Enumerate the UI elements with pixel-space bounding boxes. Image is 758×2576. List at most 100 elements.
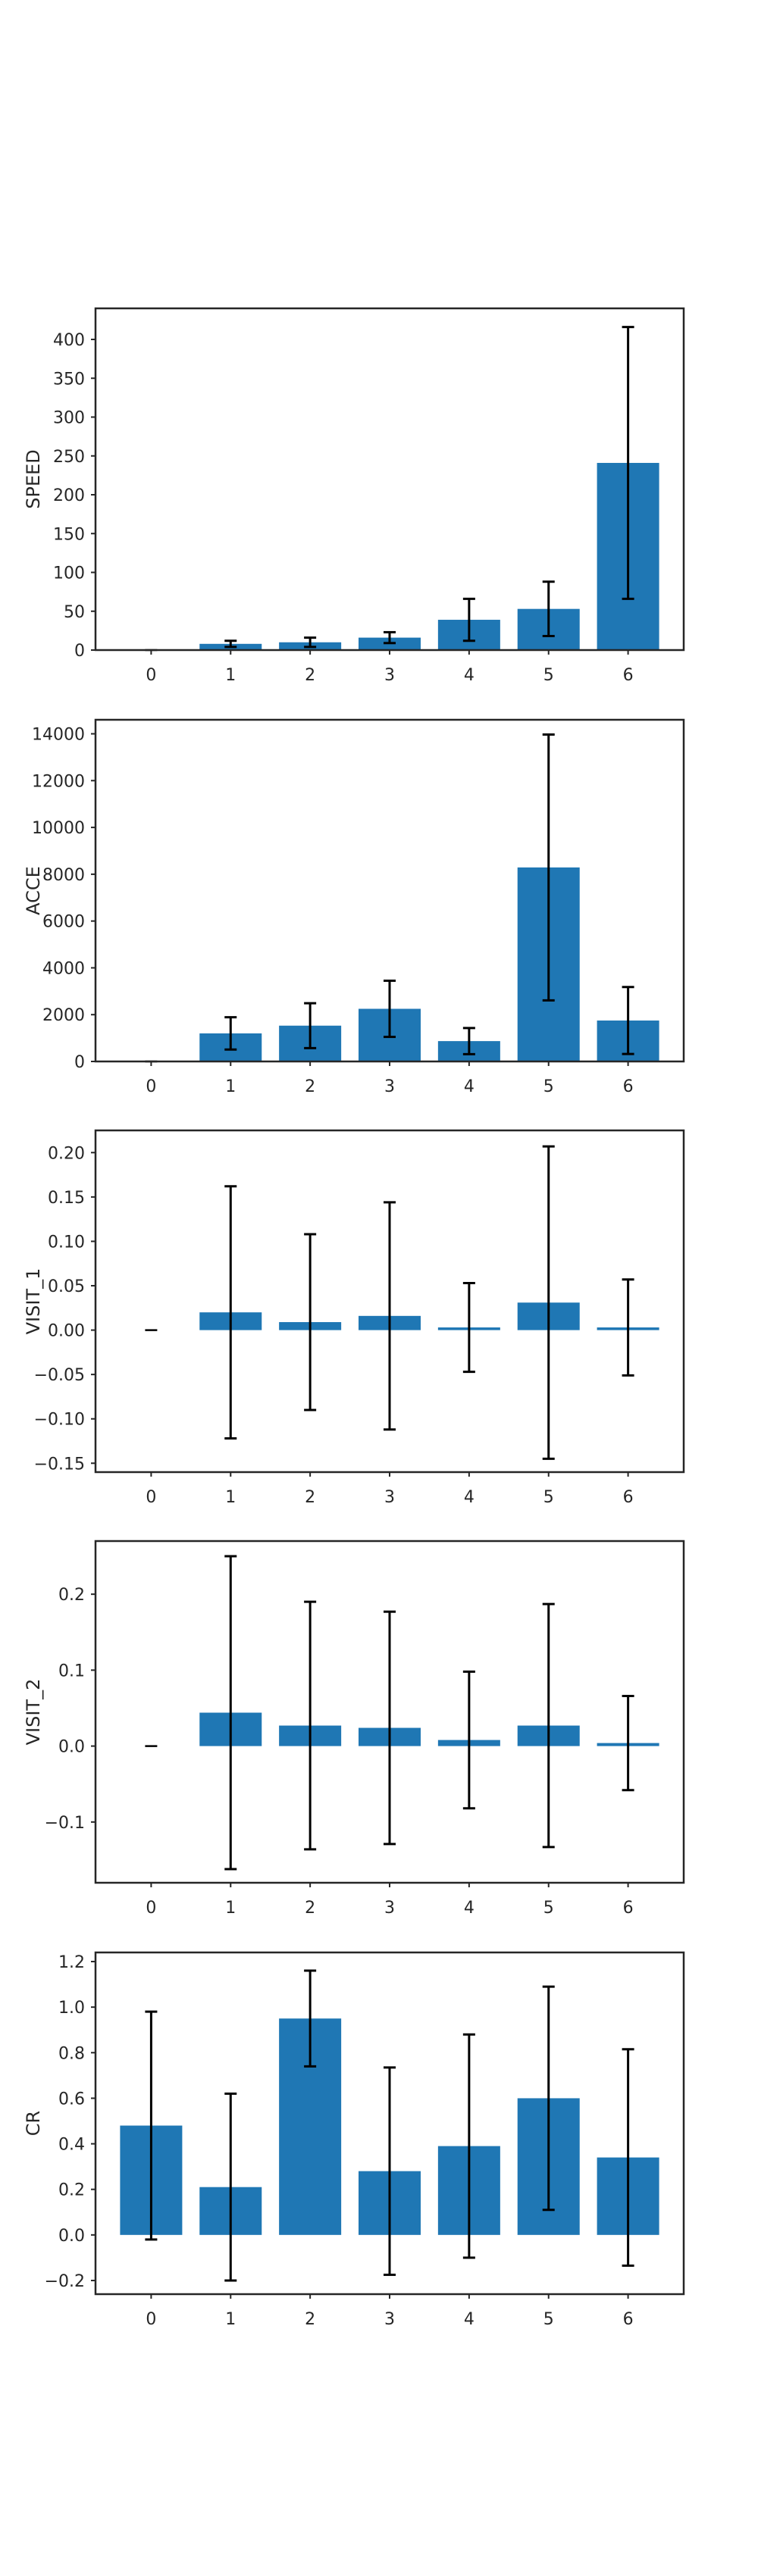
y-tick-label: 0.6 — [58, 2090, 85, 2109]
y-tick-label: −0.10 — [34, 1411, 85, 1430]
x-tick-label: 6 — [623, 666, 634, 685]
x-tick-label: 0 — [146, 666, 156, 685]
y-tick-label: 0.15 — [48, 1189, 85, 1208]
y-axis-label: ACCE — [23, 866, 44, 915]
x-tick-label: 2 — [305, 2310, 315, 2329]
y-tick-label: 200 — [53, 486, 85, 505]
error-bar-6 — [622, 1278, 634, 1377]
x-tick-label: 1 — [225, 1488, 236, 1507]
x-tick-label: 1 — [225, 2310, 236, 2329]
x-tick-label: 4 — [464, 1077, 475, 1096]
x-tick-label: 5 — [543, 1077, 554, 1096]
x-tick-label: 3 — [384, 2310, 395, 2329]
y-axis-label: VISIT_2 — [23, 1679, 44, 1746]
x-tick-label: 0 — [146, 1077, 156, 1096]
error-bar-3 — [384, 979, 396, 1039]
x-tick-label: 6 — [623, 1899, 634, 1918]
x-tick-label: 3 — [384, 1488, 395, 1507]
x-tick-label: 0 — [146, 1899, 156, 1918]
x-tick-label: 4 — [464, 2310, 475, 2329]
x-tick-label: 4 — [464, 1899, 475, 1918]
x-tick-label: 1 — [225, 1899, 236, 1918]
y-tick-label: 0.1 — [58, 1662, 85, 1680]
error-bar-3 — [384, 2066, 396, 2276]
error-bar-2 — [304, 1969, 317, 2068]
y-tick-label: 0.20 — [48, 1144, 85, 1163]
y-axis-label: VISIT_1 — [23, 1268, 44, 1335]
y-axis-label: CR — [23, 2111, 44, 2136]
error-bar-4 — [462, 1281, 475, 1374]
x-tick-label: 2 — [305, 1488, 315, 1507]
x-tick-label: 3 — [384, 666, 395, 685]
error-bar-1 — [224, 1185, 237, 1440]
error-bar-6 — [622, 986, 634, 1055]
x-tick-label: 6 — [623, 1077, 634, 1096]
error-bar-6 — [622, 1694, 634, 1792]
error-bar-3 — [384, 1201, 396, 1431]
error-bar-6 — [622, 326, 634, 600]
error-bar-4 — [462, 1670, 475, 1810]
x-tick-label: 0 — [146, 2310, 156, 2329]
x-tick-label: 2 — [305, 1077, 315, 1096]
error-bar-6 — [622, 2048, 634, 2267]
y-tick-label: −0.1 — [45, 1814, 85, 1833]
x-tick-label: 5 — [543, 1899, 554, 1918]
error-bar-5 — [542, 1985, 555, 2212]
x-tick-label: 2 — [305, 1899, 315, 1918]
y-tick-label: 0.10 — [48, 1233, 85, 1252]
chart-panel-speed: 0 50 100 150 200 250 300 350 400 0 1 2 3 4 5 6 SPEED — [23, 307, 685, 685]
chart-panel-visit_1: −0.15 −0.10 −0.05 0.00 0.05 0.10 0.15 0.20 0 1 2 3 4… — [23, 1129, 685, 1507]
x-tick-label: 5 — [543, 666, 554, 685]
y-tick-label: −0.15 — [34, 1455, 85, 1474]
y-tick-label: 0.4 — [58, 2136, 85, 2155]
y-tick-label: 6000 — [42, 913, 85, 932]
x-tick-label: 0 — [146, 1488, 156, 1507]
error-bar-1 — [224, 2092, 237, 2282]
y-tick-label: −0.2 — [45, 2272, 85, 2291]
y-tick-label: 0.8 — [58, 2044, 85, 2063]
chart-panel-visit_2: −0.1 0.0 0.1 0.2 0 1 2 3 4 5 6 VISIT_2 — [23, 1540, 685, 1918]
x-tick-label: 4 — [464, 666, 475, 685]
error-bar-4 — [462, 597, 475, 642]
y-tick-label: 250 — [53, 448, 85, 467]
error-bar-4 — [462, 1027, 475, 1055]
y-tick-label: 8000 — [42, 866, 85, 885]
y-tick-label: 12000 — [32, 772, 85, 791]
error-bar-2 — [304, 636, 317, 649]
y-tick-label: 0 — [74, 642, 85, 661]
y-tick-label: 0 — [74, 1053, 85, 1072]
x-tick-label: 6 — [623, 2310, 634, 2329]
y-tick-label: 150 — [53, 525, 85, 544]
y-tick-label: 1.0 — [58, 1999, 85, 2018]
y-tick-label: 0.00 — [48, 1322, 85, 1341]
x-tick-label: 1 — [225, 666, 236, 685]
y-tick-label: 0.0 — [58, 2227, 85, 2246]
y-tick-label: −0.05 — [34, 1366, 85, 1385]
error-bar-1 — [224, 1016, 237, 1051]
y-axis-label: SPEED — [23, 449, 44, 509]
x-tick-label: 4 — [464, 1488, 475, 1507]
x-tick-label: 3 — [384, 1899, 395, 1918]
y-tick-label: 0.2 — [58, 1586, 85, 1605]
y-tick-label: 1.2 — [58, 1953, 85, 1972]
error-bar-1 — [224, 639, 237, 649]
y-tick-label: 400 — [53, 331, 85, 350]
x-tick-label: 5 — [543, 2310, 554, 2329]
x-tick-label: 5 — [543, 1488, 554, 1507]
x-tick-label: 6 — [623, 1488, 634, 1507]
chart-panel-cr: −0.2 0.0 0.2 0.4 0.6 0.8 1.0 1.2 0 1 2 3 4 5 6 CR — [23, 1951, 685, 2329]
error-bar-2 — [304, 1002, 317, 1049]
error-bar-5 — [542, 1602, 555, 1849]
y-tick-label: 0.0 — [58, 1738, 85, 1757]
y-tick-label: 50 — [64, 603, 85, 622]
error-bar-1 — [224, 1555, 237, 1871]
x-tick-label: 3 — [384, 1077, 395, 1096]
error-bar-0 — [145, 2010, 158, 2241]
y-tick-label: 4000 — [42, 959, 85, 978]
y-tick-label: 350 — [53, 370, 85, 389]
y-tick-label: 10000 — [32, 819, 85, 838]
error-bar-2 — [304, 1233, 317, 1411]
y-tick-label: 300 — [53, 409, 85, 428]
error-bar-5 — [542, 1145, 555, 1460]
